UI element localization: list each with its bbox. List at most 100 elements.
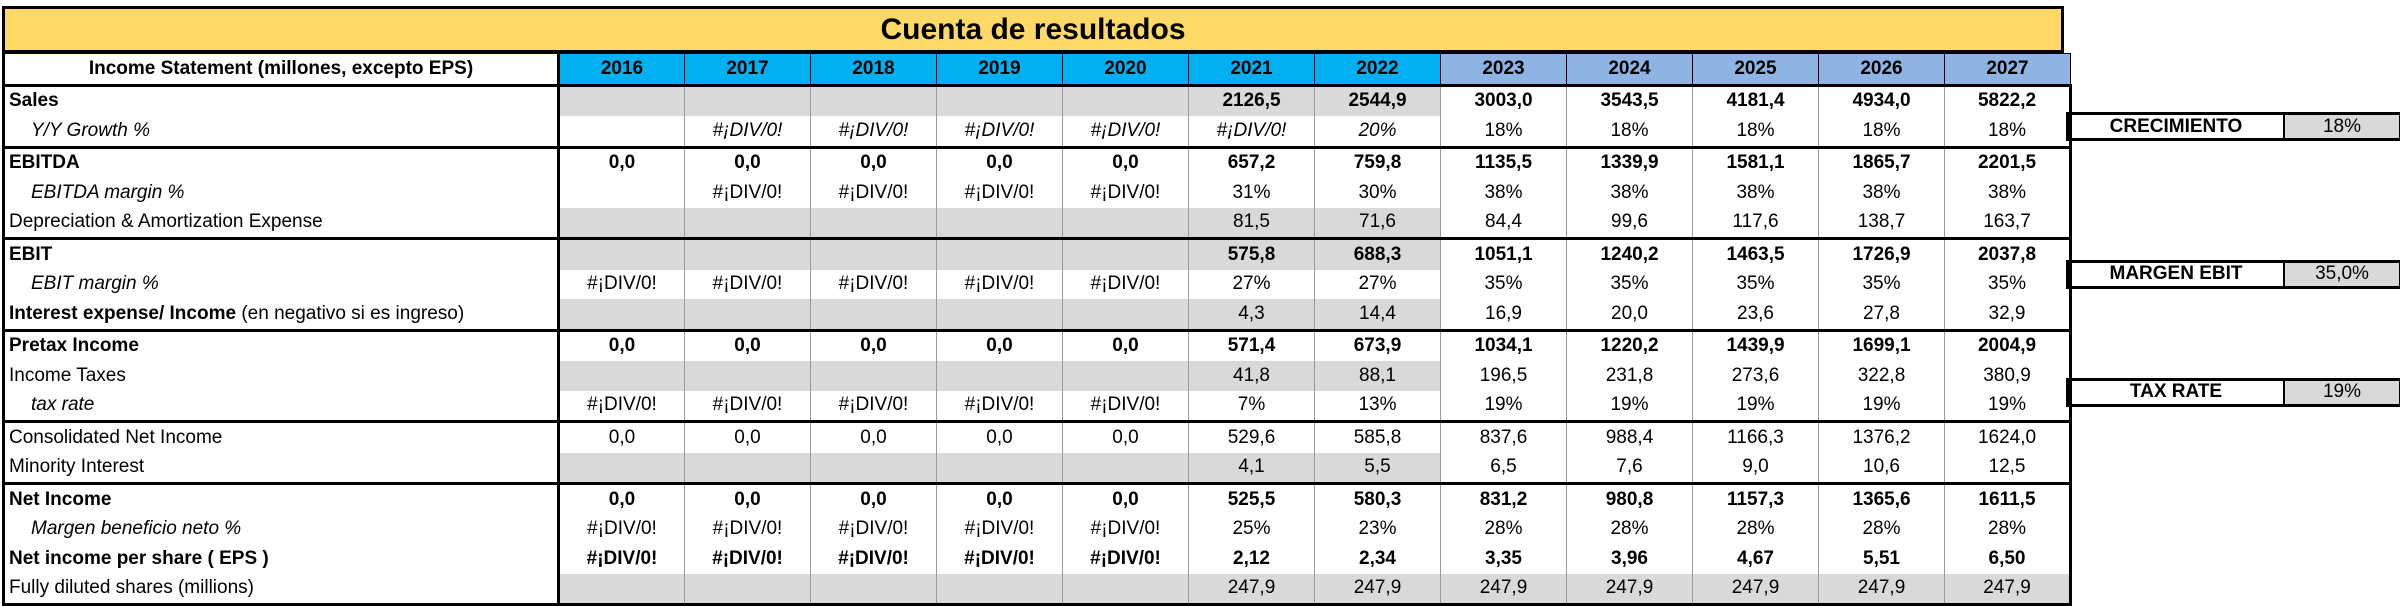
cell-2026[interactable]: 38% bbox=[1818, 178, 1945, 208]
cell-2017[interactable] bbox=[684, 452, 811, 484]
cell-2017[interactable]: 0,0 bbox=[684, 145, 811, 178]
cell-2019[interactable]: #¡DIV/0! bbox=[936, 514, 1063, 544]
cell-2024[interactable]: 99,6 bbox=[1566, 207, 1693, 239]
cell-2016[interactable]: 0,0 bbox=[558, 420, 685, 453]
cell-2026[interactable]: 247,9 bbox=[1818, 573, 1945, 606]
cell-2023[interactable]: 84,4 bbox=[1440, 207, 1567, 239]
cell-2023[interactable]: 247,9 bbox=[1440, 573, 1567, 606]
cell-2025[interactable]: 117,6 bbox=[1692, 207, 1819, 239]
cell-2022[interactable]: 5,5 bbox=[1314, 452, 1441, 484]
cell-2019[interactable]: #¡DIV/0! bbox=[936, 390, 1063, 422]
cell-2025[interactable]: 4,67 bbox=[1692, 544, 1819, 574]
cell-2026[interactable]: 138,7 bbox=[1818, 207, 1945, 239]
cell-2027[interactable]: 380,9 bbox=[1944, 361, 2072, 391]
cell-2017[interactable]: #¡DIV/0! bbox=[684, 544, 811, 574]
cell-2017[interactable]: #¡DIV/0! bbox=[684, 178, 811, 208]
cell-2016[interactable]: 0,0 bbox=[558, 482, 685, 515]
row-label[interactable]: Net income per share ( EPS ) bbox=[2, 544, 560, 574]
cell-2024[interactable]: 3543,5 bbox=[1566, 83, 1693, 116]
cell-2016[interactable] bbox=[558, 116, 685, 147]
row-label[interactable]: Net Income bbox=[2, 482, 560, 515]
cell-2025[interactable]: 273,6 bbox=[1692, 361, 1819, 391]
cell-2019[interactable]: #¡DIV/0! bbox=[936, 544, 1063, 574]
cell-2027[interactable]: 28% bbox=[1944, 514, 2072, 544]
cell-2025[interactable]: 28% bbox=[1692, 514, 1819, 544]
cell-2022[interactable]: 673,9 bbox=[1314, 328, 1441, 361]
cell-2025[interactable]: 1581,1 bbox=[1692, 145, 1819, 178]
cell-2026[interactable]: 1699,1 bbox=[1818, 328, 1945, 361]
cell-2022[interactable]: 23% bbox=[1314, 514, 1441, 544]
cell-2023[interactable]: 3,35 bbox=[1440, 544, 1567, 574]
cell-2024[interactable]: 1220,2 bbox=[1566, 328, 1693, 361]
cell-2026[interactable]: 4934,0 bbox=[1818, 83, 1945, 116]
assumption-value[interactable]: 19% bbox=[2283, 380, 2399, 404]
cell-2026[interactable]: 1865,7 bbox=[1818, 145, 1945, 178]
row-label[interactable]: Consolidated Net Income bbox=[2, 420, 560, 453]
cell-2027[interactable]: 2201,5 bbox=[1944, 145, 2072, 178]
cell-2016[interactable]: #¡DIV/0! bbox=[558, 269, 685, 299]
cell-2018[interactable] bbox=[810, 299, 937, 330]
cell-2020[interactable]: #¡DIV/0! bbox=[1062, 514, 1189, 544]
cell-2021[interactable]: 571,4 bbox=[1188, 328, 1315, 361]
year-header-2017[interactable]: 2017 bbox=[684, 53, 811, 86]
cell-2022[interactable]: 759,8 bbox=[1314, 145, 1441, 178]
cell-2026[interactable]: 10,6 bbox=[1818, 452, 1945, 484]
cell-2024[interactable]: 231,8 bbox=[1566, 361, 1693, 391]
cell-2019[interactable]: #¡DIV/0! bbox=[936, 178, 1063, 208]
year-header-2020[interactable]: 2020 bbox=[1062, 53, 1189, 86]
cell-2023[interactable]: 18% bbox=[1440, 116, 1567, 147]
cell-2020[interactable] bbox=[1062, 83, 1189, 116]
cell-2019[interactable]: #¡DIV/0! bbox=[936, 116, 1063, 147]
cell-2027[interactable]: 35% bbox=[1944, 269, 2072, 299]
cell-2018[interactable]: #¡DIV/0! bbox=[810, 390, 937, 422]
cell-2019[interactable] bbox=[936, 207, 1063, 239]
row-label[interactable]: Depreciation & Amortization Expense bbox=[2, 207, 560, 239]
cell-2027[interactable]: 247,9 bbox=[1944, 573, 2072, 606]
cell-2025[interactable]: 4181,4 bbox=[1692, 83, 1819, 116]
cell-2020[interactable]: #¡DIV/0! bbox=[1062, 544, 1189, 574]
cell-2019[interactable] bbox=[936, 83, 1063, 116]
cell-2016[interactable] bbox=[558, 361, 685, 391]
cell-2024[interactable]: 20,0 bbox=[1566, 299, 1693, 330]
cell-2020[interactable] bbox=[1062, 299, 1189, 330]
cell-2022[interactable]: 2,34 bbox=[1314, 544, 1441, 574]
cell-2024[interactable]: 3,96 bbox=[1566, 544, 1693, 574]
cell-2027[interactable]: 163,7 bbox=[1944, 207, 2072, 239]
cell-2018[interactable] bbox=[810, 237, 937, 270]
cell-2020[interactable] bbox=[1062, 237, 1189, 270]
cell-2024[interactable]: 1240,2 bbox=[1566, 237, 1693, 270]
cell-2022[interactable]: 247,9 bbox=[1314, 573, 1441, 606]
cell-2023[interactable]: 6,5 bbox=[1440, 452, 1567, 484]
row-label[interactable]: EBITDA bbox=[2, 145, 560, 178]
year-header-2019[interactable]: 2019 bbox=[936, 53, 1063, 86]
row-label[interactable]: Sales bbox=[2, 83, 560, 116]
row-label[interactable]: Margen beneficio neto % bbox=[2, 514, 560, 544]
cell-2021[interactable]: 25% bbox=[1188, 514, 1315, 544]
cell-2021[interactable]: #¡DIV/0! bbox=[1188, 116, 1315, 147]
cell-2016[interactable] bbox=[558, 83, 685, 116]
cell-2022[interactable]: 20% bbox=[1314, 116, 1441, 147]
cell-2026[interactable]: 1376,2 bbox=[1818, 420, 1945, 453]
cell-2018[interactable]: 0,0 bbox=[810, 145, 937, 178]
cell-2027[interactable]: 32,9 bbox=[1944, 299, 2072, 330]
cell-2016[interactable]: #¡DIV/0! bbox=[558, 390, 685, 422]
cell-2019[interactable] bbox=[936, 237, 1063, 270]
row-label[interactable]: tax rate bbox=[2, 390, 560, 422]
cell-2025[interactable]: 18% bbox=[1692, 116, 1819, 147]
cell-2022[interactable]: 30% bbox=[1314, 178, 1441, 208]
cell-2020[interactable]: 0,0 bbox=[1062, 145, 1189, 178]
cell-2018[interactable] bbox=[810, 452, 937, 484]
cell-2016[interactable]: 0,0 bbox=[558, 328, 685, 361]
cell-2026[interactable]: 28% bbox=[1818, 514, 1945, 544]
cell-2018[interactable] bbox=[810, 83, 937, 116]
cell-2021[interactable]: 4,1 bbox=[1188, 452, 1315, 484]
cell-2021[interactable]: 4,3 bbox=[1188, 299, 1315, 330]
cell-2021[interactable]: 529,6 bbox=[1188, 420, 1315, 453]
cell-2025[interactable]: 19% bbox=[1692, 390, 1819, 422]
row-label[interactable]: EBIT margin % bbox=[2, 269, 560, 299]
cell-2016[interactable] bbox=[558, 237, 685, 270]
year-header-2022[interactable]: 2022 bbox=[1314, 53, 1441, 86]
cell-2019[interactable]: 0,0 bbox=[936, 482, 1063, 515]
row-label[interactable]: Fully diluted shares (millions) bbox=[2, 573, 560, 606]
cell-2016[interactable] bbox=[558, 299, 685, 330]
